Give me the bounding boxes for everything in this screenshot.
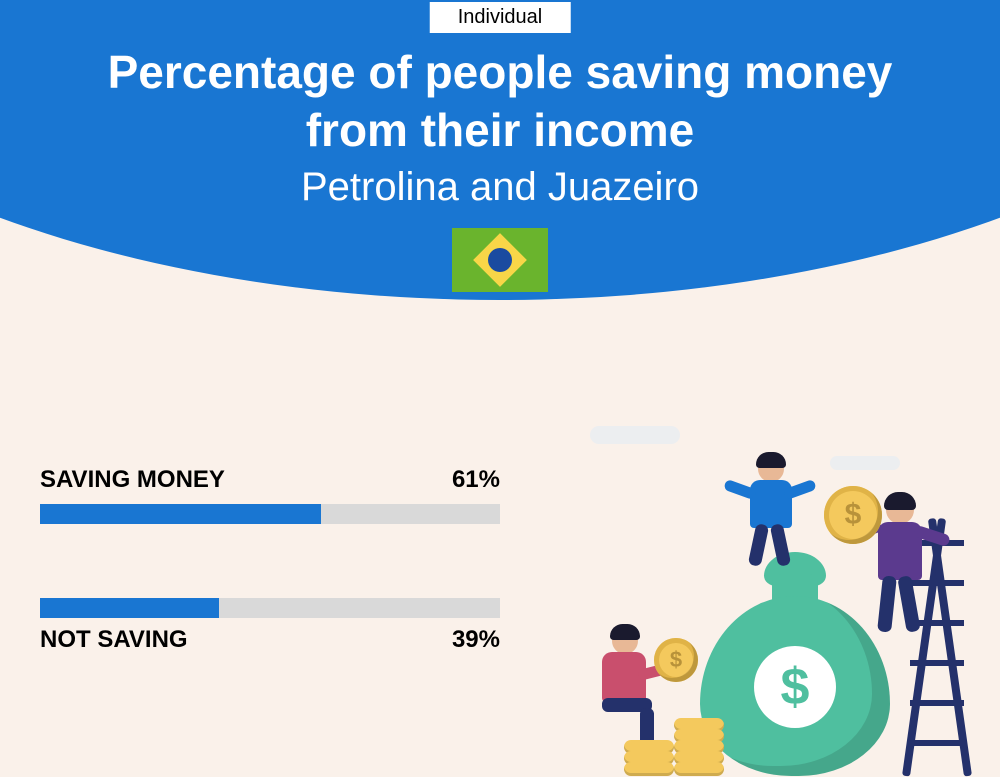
bar-track	[40, 598, 500, 618]
bar-chart: SAVING MONEY 61% NOT SAVING 39%	[40, 466, 500, 728]
bar-value: 61%	[452, 466, 500, 494]
category-badge: Individual	[430, 2, 571, 33]
coin-stack-icon	[624, 743, 674, 776]
coin-icon: $	[654, 638, 698, 682]
dollar-sign-icon: $	[754, 646, 836, 728]
bar-value: 39%	[452, 626, 500, 654]
title-line-1: Percentage of people saving money	[108, 46, 893, 98]
bar-label: SAVING MONEY	[40, 466, 225, 494]
page-title: Percentage of people saving money from t…	[0, 44, 1000, 159]
bar-fill	[40, 504, 321, 524]
coin-stack-icon	[674, 721, 724, 776]
coin-icon: $	[824, 486, 882, 544]
title-line-2: from their income	[306, 104, 695, 156]
bar-notsaving: NOT SAVING 39%	[40, 598, 500, 654]
savings-illustration: $ $ $	[570, 416, 990, 776]
bar-saving: SAVING MONEY 61%	[40, 466, 500, 524]
bar-track	[40, 504, 500, 524]
header: Percentage of people saving money from t…	[0, 40, 1000, 292]
bar-fill	[40, 598, 219, 618]
brazil-flag-icon	[452, 228, 548, 292]
person-bag-icon	[738, 456, 818, 566]
subtitle: Petrolina and Juazeiro	[0, 165, 1000, 210]
bar-label: NOT SAVING	[40, 626, 188, 654]
